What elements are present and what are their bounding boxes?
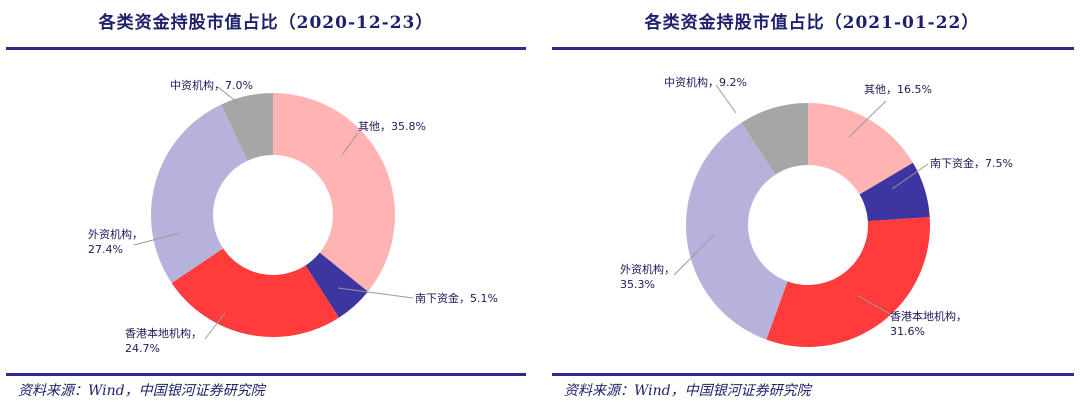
leader-line — [133, 232, 181, 246]
leader-line — [673, 234, 715, 276]
title-rule — [552, 47, 1074, 50]
data-label-中资机构: 中资机构，7.0% — [170, 78, 253, 92]
leader-line — [857, 295, 891, 315]
slice-南下资金 — [305, 252, 368, 318]
chart-title: 各类资金持股市值占比（2020-12-23） — [98, 13, 434, 33]
data-label-南下资金: 南下资金，7.5% — [930, 156, 1013, 170]
slice-其他 — [808, 103, 913, 195]
data-label-香港本地机构: 香港本地机构， 24.7% — [125, 326, 202, 355]
slice-外资机构 — [686, 122, 788, 340]
data-label-外资机构: 外资机构， 35.3% — [620, 262, 675, 291]
slice-中资机构 — [741, 103, 808, 175]
slice-其他 — [273, 93, 395, 292]
leader-line — [715, 84, 737, 114]
leader-line — [337, 287, 414, 299]
slice-南下资金 — [859, 162, 930, 222]
leader-line — [204, 312, 226, 340]
data-label-外资机构: 外资机构， 27.4% — [88, 227, 143, 256]
source-note: 资料来源：Wind，中国银河证券研究院 — [18, 383, 265, 399]
source-note: 资料来源：Wind，中国银河证券研究院 — [564, 383, 811, 399]
data-label-中资机构: 中资机构，9.2% — [664, 75, 747, 89]
title-rule — [6, 47, 526, 50]
leader-line — [891, 163, 929, 190]
leader-line — [341, 132, 359, 156]
data-label-香港本地机构: 香港本地机构， 31.6% — [890, 309, 967, 338]
slice-中资机构 — [221, 93, 273, 161]
slice-外资机构 — [150, 104, 248, 283]
donut-chart: 其他，35.8% 南下资金，5.1% 香港本地机构， 24.7% 外资机构， 27.4% 中… — [88, 78, 498, 355]
chart-title: 各类资金持股市值占比（2021-01-22） — [644, 13, 980, 33]
data-label-南下资金: 南下资金，5.1% — [415, 291, 498, 305]
leader-line — [848, 100, 887, 138]
data-label-其他: 其他，16.5% — [864, 83, 932, 96]
leader-line — [217, 86, 239, 104]
donut-chart: 其他，16.5% 南下资金，7.5% 香港本地机构， 31.6% 外资机构， 35.3% 中… — [620, 75, 1013, 347]
footer-rule — [552, 373, 1074, 376]
chart-panel-2021-01-22: 各类资金持股市值占比（2021-01-22） 其他，16.5% 南下资金，7.5%… — [546, 0, 1078, 410]
data-label-其他: 其他，35.8% — [358, 120, 426, 133]
footer-rule — [6, 373, 526, 376]
slice-香港本地机构 — [171, 248, 340, 337]
chart-panel-2020-12-23: 各类资金持股市值占比（2020-12-23） 其他，35.8% 南下资金，5.1%… — [0, 0, 532, 410]
slice-香港本地机构 — [766, 217, 930, 347]
